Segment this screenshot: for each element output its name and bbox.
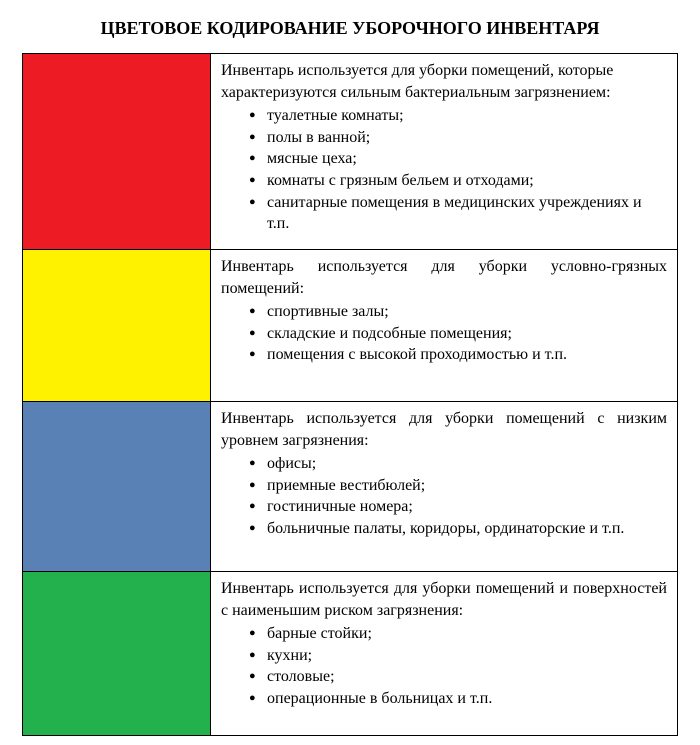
list-item: барные стойки; — [249, 623, 667, 645]
list-item: полы в ванной; — [249, 127, 667, 149]
color-swatch-green — [23, 572, 211, 736]
description-list: барные стойки; кухни; столовые; операцио… — [221, 623, 667, 709]
table-row: Инвентарь используется для уборки условн… — [23, 250, 678, 402]
list-item: помещения с высокой проходимостью и т.п. — [249, 344, 667, 366]
description-intro: Инвентарь используется для уборки помеще… — [221, 60, 667, 103]
table-row: Инвентарь используется для уборки помеще… — [23, 402, 678, 572]
description-cell: Инвентарь используется для уборки помеще… — [211, 54, 678, 250]
list-item: гостиничные номера; — [249, 496, 667, 518]
color-swatch-red — [23, 54, 211, 250]
list-item: столовые; — [249, 666, 667, 688]
list-item: больничные палаты, коридоры, ординаторск… — [249, 518, 667, 540]
list-item: приемные вестибюлей; — [249, 475, 667, 497]
list-item: складские и подсобные помещения; — [249, 323, 667, 345]
table-row: Инвентарь используется для уборки помеще… — [23, 572, 678, 736]
description-list: туалетные комнаты; полы в ванной; мясные… — [221, 105, 667, 235]
description-intro: Инвентарь используется для уборки условн… — [221, 256, 667, 299]
description-cell: Инвентарь используется для уборки условн… — [211, 250, 678, 402]
color-swatch-yellow — [23, 250, 211, 402]
description-cell: Инвентарь используется для уборки помеще… — [211, 402, 678, 572]
color-swatch-blue — [23, 402, 211, 572]
list-item: офисы; — [249, 453, 667, 475]
list-item: спортивные залы; — [249, 301, 667, 323]
description-list: офисы; приемные вестибюлей; гостиничные … — [221, 453, 667, 539]
list-item: санитарные помещения в медицинских учреж… — [249, 192, 667, 235]
description-list: спортивные залы; складские и подсобные п… — [221, 301, 667, 366]
page-title: ЦВЕТОВОЕ КОДИРОВАНИЕ УБОРОЧНОГО ИНВЕНТАР… — [22, 18, 678, 39]
description-cell: Инвентарь используется для уборки помеще… — [211, 572, 678, 736]
color-coding-table: Инвентарь используется для уборки помеще… — [22, 53, 678, 736]
table-row: Инвентарь используется для уборки помеще… — [23, 54, 678, 250]
description-intro: Инвентарь используется для уборки помеще… — [221, 408, 667, 451]
list-item: операционные в больницах и т.п. — [249, 688, 667, 710]
list-item: кухни; — [249, 645, 667, 667]
list-item: комнаты с грязным бельем и отходами; — [249, 170, 667, 192]
list-item: мясные цеха; — [249, 148, 667, 170]
description-intro: Инвентарь используется для уборки помеще… — [221, 578, 667, 621]
list-item: туалетные комнаты; — [249, 105, 667, 127]
